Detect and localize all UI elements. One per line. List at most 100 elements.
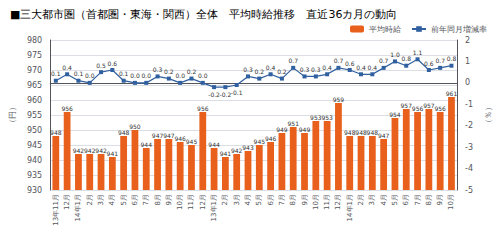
svg-text:12月: 12月 — [334, 194, 342, 210]
svg-text:959: 959 — [333, 96, 345, 103]
svg-text:0.4: 0.4 — [368, 64, 378, 71]
svg-text:953: 953 — [321, 114, 333, 121]
svg-text:944: 944 — [208, 141, 220, 148]
svg-text:930: 930 — [27, 186, 42, 195]
svg-text:954: 954 — [389, 111, 401, 118]
svg-text:0.2: 0.2 — [164, 68, 174, 75]
svg-text:956: 956 — [434, 105, 446, 112]
svg-text:13年1月: 13年1月 — [210, 194, 218, 221]
svg-text:955: 955 — [27, 111, 42, 120]
svg-text:4月: 4月 — [108, 194, 116, 205]
svg-text:0.0: 0.0 — [141, 72, 151, 79]
svg-text:13年11月: 13年11月 — [52, 194, 60, 226]
svg-text:0.0: 0.0 — [198, 72, 208, 79]
svg-text:7月: 7月 — [142, 194, 150, 205]
svg-text:960: 960 — [27, 96, 42, 105]
svg-text:-3: -3 — [465, 143, 473, 152]
svg-text:9月: 9月 — [436, 194, 444, 205]
svg-text:950: 950 — [27, 126, 42, 135]
svg-text:3月: 3月 — [233, 194, 241, 205]
svg-text:961: 961 — [446, 90, 458, 97]
svg-text:14年1月: 14年1月 — [74, 194, 82, 221]
svg-text:0.2: 0.2 — [187, 68, 197, 75]
svg-text:0.6: 0.6 — [108, 60, 118, 67]
svg-text:0.6: 0.6 — [424, 60, 434, 67]
svg-text:943: 943 — [242, 144, 254, 151]
svg-text:948: 948 — [367, 129, 379, 136]
svg-text:11月: 11月 — [323, 194, 331, 210]
svg-text:946: 946 — [174, 135, 186, 142]
svg-text:6月: 6月 — [131, 194, 139, 205]
svg-text:942: 942 — [84, 147, 96, 154]
svg-text:8月: 8月 — [289, 194, 297, 205]
svg-text:957: 957 — [423, 102, 435, 109]
svg-text:950: 950 — [129, 123, 141, 130]
svg-text:945: 945 — [254, 138, 266, 145]
svg-text:8月: 8月 — [154, 194, 162, 205]
svg-text:1.1: 1.1 — [413, 49, 423, 56]
svg-text:8月: 8月 — [425, 194, 433, 205]
svg-text:6月: 6月 — [402, 194, 410, 205]
svg-text:5月: 5月 — [120, 194, 128, 205]
svg-text:9月: 9月 — [301, 194, 309, 205]
svg-text:0.3: 0.3 — [153, 66, 163, 73]
svg-text:3月: 3月 — [368, 194, 376, 205]
svg-text:12月: 12月 — [199, 194, 207, 210]
svg-text:3月: 3月 — [97, 194, 105, 205]
svg-text:947: 947 — [163, 132, 175, 139]
svg-text:1.0: 1.0 — [390, 51, 400, 58]
svg-text:0.7: 0.7 — [334, 57, 344, 64]
svg-text:948: 948 — [355, 129, 367, 136]
svg-text:（％）: （％） — [484, 103, 493, 127]
svg-text:-1: -1 — [465, 100, 473, 109]
svg-text:948: 948 — [50, 129, 62, 136]
svg-text:948: 948 — [344, 129, 356, 136]
svg-text:10月: 10月 — [312, 194, 320, 210]
svg-text:0.4: 0.4 — [322, 64, 332, 71]
svg-text:12月: 12月 — [63, 194, 71, 210]
svg-text:0.1: 0.1 — [119, 70, 129, 77]
svg-text:1: 1 — [465, 57, 470, 66]
svg-text:10月: 10月 — [176, 194, 184, 210]
svg-text:0: 0 — [465, 78, 470, 87]
svg-text:942: 942 — [231, 147, 243, 154]
svg-text:前年同月増減率: 前年同月増減率 — [431, 25, 487, 34]
svg-text:951: 951 — [287, 120, 299, 127]
svg-text:953: 953 — [310, 114, 322, 121]
svg-text:0.4: 0.4 — [356, 64, 366, 71]
svg-text:945: 945 — [186, 138, 198, 145]
svg-text:14年1月: 14年1月 — [346, 194, 354, 221]
svg-text:944: 944 — [141, 141, 153, 148]
svg-text:0.4: 0.4 — [266, 64, 276, 71]
svg-text:946: 946 — [265, 135, 277, 142]
svg-text:941: 941 — [107, 150, 119, 157]
svg-text:0.2: 0.2 — [255, 68, 265, 75]
svg-text:948: 948 — [118, 129, 130, 136]
svg-text:2月: 2月 — [357, 194, 365, 205]
svg-text:5月: 5月 — [391, 194, 399, 205]
svg-text:949: 949 — [276, 126, 288, 133]
svg-text:0.0: 0.0 — [130, 72, 140, 79]
svg-text:4月: 4月 — [244, 194, 252, 205]
svg-text:-0.2: -0.2 — [220, 91, 232, 98]
svg-text:0.6: 0.6 — [345, 60, 355, 67]
svg-text:-4: -4 — [465, 164, 473, 173]
svg-text:0.3: 0.3 — [311, 66, 321, 73]
svg-text:970: 970 — [27, 66, 42, 75]
svg-text:7月: 7月 — [414, 194, 422, 205]
svg-text:5月: 5月 — [255, 194, 263, 205]
svg-text:949: 949 — [299, 126, 311, 133]
svg-text:965: 965 — [27, 81, 42, 90]
svg-text:956: 956 — [412, 105, 424, 112]
svg-text:956: 956 — [197, 105, 209, 112]
svg-text:0.1: 0.1 — [51, 70, 61, 77]
svg-text:6月: 6月 — [267, 194, 275, 205]
svg-text:947: 947 — [152, 132, 164, 139]
svg-text:0.8: 0.8 — [447, 55, 457, 62]
svg-text:0.5: 0.5 — [96, 62, 106, 69]
svg-text:0.8: 0.8 — [401, 55, 411, 62]
svg-text:-0.2: -0.2 — [208, 91, 220, 98]
svg-text:9月: 9月 — [165, 194, 173, 205]
svg-text:957: 957 — [401, 102, 413, 109]
svg-text:941: 941 — [220, 150, 232, 157]
